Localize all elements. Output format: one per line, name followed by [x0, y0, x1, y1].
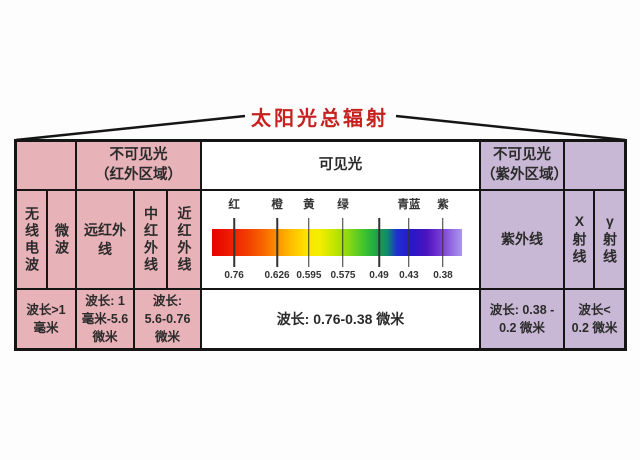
- header-ultraviolet: 不可见光 （紫外区域）: [481, 142, 563, 189]
- wavelength-far-infrared: 波长: 1 毫米-5.6 微米: [77, 290, 133, 348]
- spectrum-tick-line: [276, 218, 278, 267]
- spectrum-color-label: 绿: [337, 199, 349, 211]
- visible-spectrum-cell: 红 0.76 橙 0.626 黄 0.595 绿 0.575 0.49 青蓝 0.43 紫 0.38: [202, 191, 479, 288]
- spectrum-table: 不可见光 （红外区域） 可见光 不可见光 （紫外区域） 无线电波 微波 远红外 …: [14, 139, 627, 351]
- spectrum-tick-value: 0.626: [264, 270, 290, 281]
- spectrum-tick-line: [408, 218, 410, 267]
- wavelength-xray-gamma: 波长< 0.2 微米: [565, 290, 624, 348]
- spectrum-tick-value: 0.43: [399, 270, 419, 281]
- spectrum-tick-line: [378, 218, 380, 267]
- spectrum-color-label: 红: [228, 199, 240, 211]
- wavelength-visible: 波长: 0.76-0.38 微米: [202, 290, 479, 348]
- spectrum-color-bar: [212, 229, 462, 256]
- diagram-title: 太阳光总辐射: [251, 108, 389, 130]
- spectrum-tick-value: 0.595: [296, 270, 322, 281]
- band-xray: X射线: [565, 191, 593, 288]
- header-blank-left: [17, 142, 75, 189]
- band-microwave: 微波: [48, 191, 75, 288]
- spectrum-tick-value: 0.575: [330, 270, 356, 281]
- spectrum-tick-value: 0.76: [224, 270, 244, 281]
- spectrum-tick-line: [233, 218, 235, 267]
- band-ultraviolet: 紫外线: [481, 191, 563, 288]
- band-mid-infrared: 中红外线: [135, 191, 166, 288]
- spectrum-tick-line: [342, 218, 344, 267]
- header-blank-right: [565, 142, 624, 189]
- spectrum-color-label: 青蓝: [397, 199, 421, 211]
- band-near-infrared: 近红外线: [168, 191, 200, 288]
- spectrum-tick-line: [308, 218, 310, 267]
- spectrum-tick-line: [442, 218, 444, 267]
- header-infrared: 不可见光 （红外区域）: [77, 142, 200, 189]
- spectrum-color-label: 黄: [303, 199, 315, 211]
- spectrum-tick-value: 0.38: [433, 270, 453, 281]
- spectrum-tick-value: 0.49: [369, 270, 389, 281]
- spectrum-color-label: 橙: [271, 199, 283, 211]
- band-gamma-ray: γ射线: [595, 191, 624, 288]
- wavelength-radio-microwave: 波长>1 毫米: [17, 290, 75, 348]
- header-visible: 可见光: [202, 142, 479, 189]
- spectrum-color-label: 紫: [437, 199, 449, 211]
- band-far-infrared: 远红外 线: [77, 191, 133, 288]
- band-radio-waves: 无线电波: [17, 191, 46, 288]
- wavelength-ultraviolet: 波长: 0.38 - 0.2 微米: [481, 290, 563, 348]
- wavelength-mid-near-infrared: 波长: 5.6-0.76 微米: [135, 290, 200, 348]
